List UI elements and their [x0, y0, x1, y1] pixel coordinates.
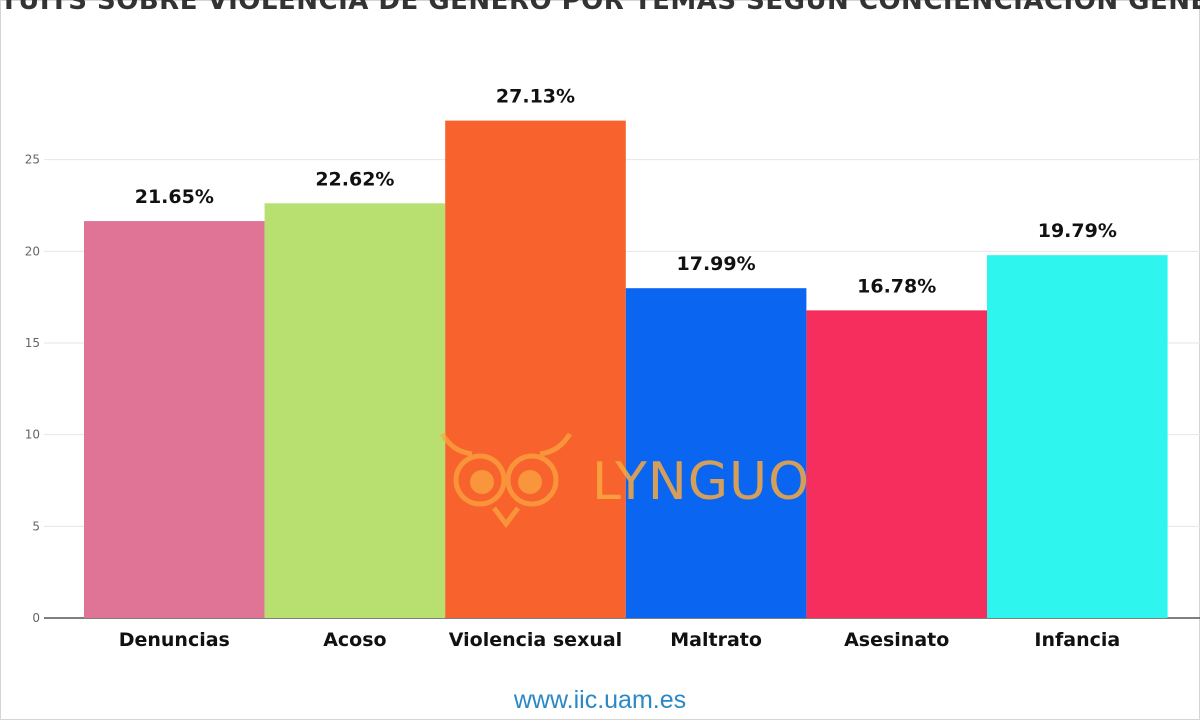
- y-tick-label: 5: [32, 519, 40, 533]
- source-link[interactable]: www.iic.uam.es: [513, 686, 687, 714]
- category-label: Asesinato: [844, 629, 949, 651]
- category-label: Acoso: [323, 629, 386, 651]
- watermark-text: LYNGUO: [592, 452, 811, 512]
- bar: [264, 203, 446, 619]
- chart-title: TUITS SOBRE VIOLENCIA DE GÉNERO POR TEMA…: [0, 0, 1200, 16]
- bars: [84, 120, 1168, 619]
- data-label: 16.78%: [857, 275, 936, 297]
- data-label: 17.99%: [677, 253, 756, 275]
- bar: [806, 310, 987, 618]
- data-label: 21.65%: [135, 186, 214, 208]
- data-label: 22.62%: [315, 168, 394, 190]
- category-label: Infancia: [1034, 629, 1120, 651]
- category-label: Violencia sexual: [449, 629, 622, 651]
- category-label: Denuncias: [119, 629, 230, 651]
- y-tick-label: 15: [25, 336, 40, 350]
- y-tick-label: 20: [25, 244, 40, 258]
- bar: [987, 255, 1168, 618]
- category-label: Maltrato: [670, 629, 762, 651]
- bar: [625, 288, 807, 618]
- data-labels: 21.65% 22.62% 27.13% 17.99% 16.78% 19.79%: [135, 86, 1117, 298]
- owl-logo-icon: [439, 432, 573, 529]
- bar: [84, 221, 265, 619]
- y-tick-label: 0: [32, 611, 40, 625]
- data-label: 27.13%: [496, 86, 575, 108]
- data-label: 19.79%: [1038, 220, 1117, 242]
- y-tick-label: 25: [25, 153, 40, 167]
- y-tick-label: 10: [25, 428, 40, 442]
- category-labels: Denuncias Acoso Violencia sexual Maltrato As…: [119, 629, 1120, 651]
- bar: [445, 120, 626, 618]
